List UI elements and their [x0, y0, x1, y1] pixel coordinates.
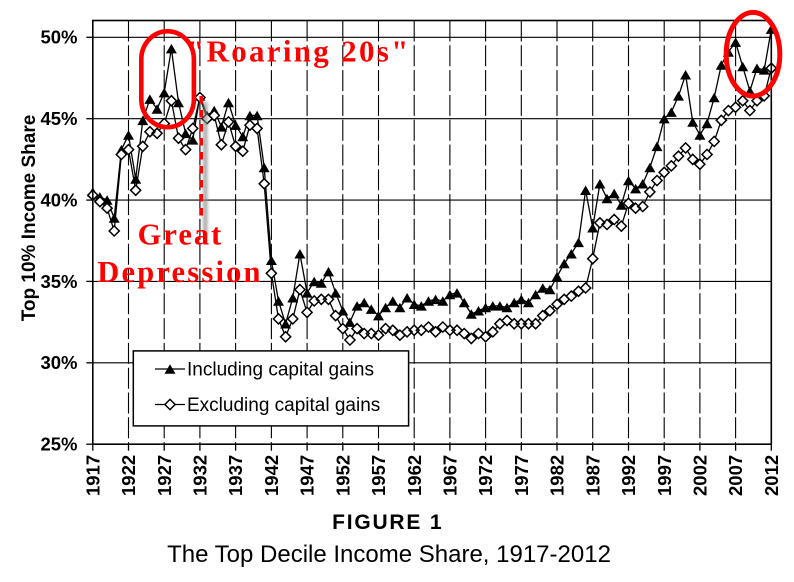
svg-text:2012: 2012 — [761, 455, 782, 496]
svg-text:Depression: Depression — [97, 255, 262, 289]
svg-text:1982: 1982 — [547, 455, 568, 496]
svg-text:1972: 1972 — [475, 455, 496, 496]
svg-text:FIGURE 1: FIGURE 1 — [332, 511, 443, 534]
svg-text:Excluding capital gains: Excluding capital gains — [187, 395, 380, 416]
svg-text:1937: 1937 — [225, 455, 246, 496]
svg-text:50%: 50% — [40, 27, 77, 48]
svg-text:45%: 45% — [40, 108, 77, 129]
svg-text:25%: 25% — [40, 434, 77, 455]
svg-text:Great: Great — [138, 218, 224, 252]
svg-text:1987: 1987 — [582, 455, 603, 496]
svg-text:1967: 1967 — [440, 455, 461, 496]
svg-text:2002: 2002 — [690, 455, 711, 496]
svg-text:35%: 35% — [40, 271, 77, 292]
svg-text:1952: 1952 — [332, 455, 353, 496]
svg-text:1922: 1922 — [118, 455, 139, 496]
svg-text:1992: 1992 — [618, 455, 639, 496]
svg-text:1957: 1957 — [368, 455, 389, 496]
svg-text:30%: 30% — [40, 352, 77, 373]
svg-text:1997: 1997 — [654, 455, 675, 496]
svg-text:Top 10% Income Share: Top 10% Income Share — [19, 115, 40, 322]
svg-text:1917: 1917 — [82, 455, 103, 496]
svg-text:40%: 40% — [40, 190, 77, 211]
svg-text:1932: 1932 — [190, 455, 211, 496]
svg-text:"Roaring 20s": "Roaring 20s" — [187, 33, 411, 68]
svg-text:The Top Decile Income Share, 1: The Top Decile Income Share, 1917-2012 — [167, 541, 611, 568]
svg-text:1927: 1927 — [154, 455, 175, 496]
svg-text:1962: 1962 — [404, 455, 425, 496]
svg-text:Including capital gains: Including capital gains — [187, 360, 374, 381]
svg-text:2007: 2007 — [725, 455, 746, 496]
svg-text:1977: 1977 — [511, 455, 532, 496]
svg-text:1942: 1942 — [261, 455, 282, 496]
svg-text:1947: 1947 — [297, 455, 318, 496]
